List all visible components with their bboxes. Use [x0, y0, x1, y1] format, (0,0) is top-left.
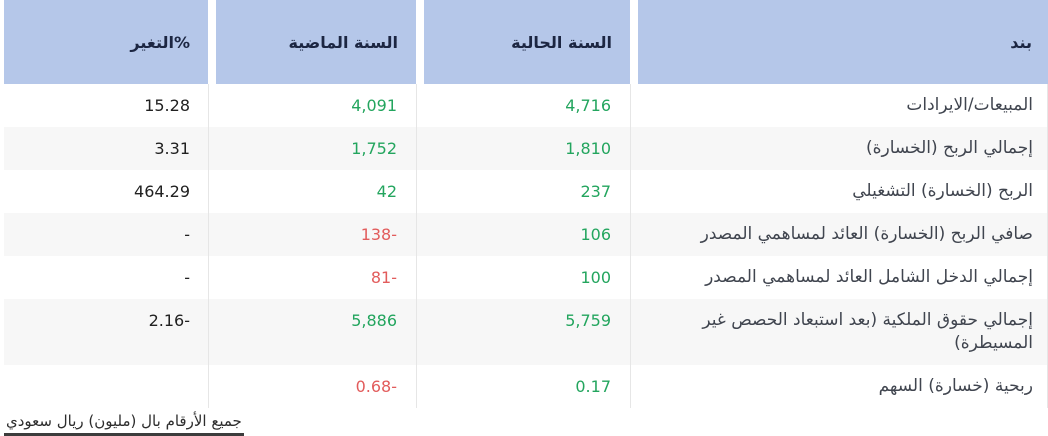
financial-summary-table: بند السنة الحالية السنة الماضية التغير% …	[4, 0, 1048, 408]
item-cell: إجمالي الدخل الشامل العائد لمساهمي المصد…	[630, 256, 1048, 299]
current-year-cell: 5,759	[416, 299, 630, 365]
current-year-cell: 4,716	[416, 84, 630, 127]
units-note: جميع الأرقام بال (مليون) ريال سعودي	[4, 408, 1048, 436]
current-year-cell: 1,810	[416, 127, 630, 170]
item-cell: الربح (الخسارة) التشغيلي	[630, 170, 1048, 213]
previous-year-cell: 138-	[208, 213, 416, 256]
previous-year-cell: 0.68-	[208, 365, 416, 408]
item-cell: إجمالي حقوق الملكية (بعد استبعاد الحصص غ…	[630, 299, 1048, 365]
item-cell: إجمالي الربح (الخسارة)	[630, 127, 1048, 170]
previous-year-cell: 81-	[208, 256, 416, 299]
change-cell: 464.29	[134, 182, 190, 201]
previous-year-cell: 1,752	[208, 127, 416, 170]
current-year-cell: 0.17	[416, 365, 630, 408]
table-row: إجمالي الدخل الشامل العائد لمساهمي المصد…	[4, 256, 1048, 299]
units-note-text: جميع الأرقام بال (مليون) ريال سعودي	[4, 412, 244, 436]
item-cell: صافي الربح (الخسارة) العائد لمساهمي المص…	[630, 213, 1048, 256]
table-row: الربح (الخسارة) التشغيلي 237 42 464.29	[4, 170, 1048, 213]
financial-summary-page: بند السنة الحالية السنة الماضية التغير% …	[4, 0, 1048, 436]
current-year-cell: 106	[416, 213, 630, 256]
table-row: صافي الربح (الخسارة) العائد لمساهمي المص…	[4, 213, 1048, 256]
table-row: المبيعات/الايرادات 4,716 4,091 15.28	[4, 84, 1048, 127]
current-year-cell: 100	[416, 256, 630, 299]
table-row: ربحية (خسارة) السهم 0.17 0.68-	[4, 365, 1048, 408]
column-header-current-year: السنة الحالية	[416, 0, 630, 84]
item-cell: المبيعات/الايرادات	[630, 84, 1048, 127]
previous-year-cell: 4,091	[208, 84, 416, 127]
column-header-change-pct: التغير%	[4, 0, 208, 84]
previous-year-cell: 5,886	[208, 299, 416, 365]
table-row: إجمالي الربح (الخسارة) 1,810 1,752 3.31	[4, 127, 1048, 170]
change-cell: -	[184, 225, 190, 244]
change-cell	[4, 365, 208, 408]
previous-year-cell: 42	[208, 170, 416, 213]
table-header: بند السنة الحالية السنة الماضية التغير%	[4, 0, 1048, 84]
change-cell: 15.28	[144, 96, 190, 115]
change-cell: 3.31	[154, 139, 190, 158]
item-cell: ربحية (خسارة) السهم	[630, 365, 1048, 408]
table-body: المبيعات/الايرادات 4,716 4,091 15.28 إجمالي …	[4, 84, 1048, 408]
column-header-item: بند	[630, 0, 1048, 84]
column-header-previous-year: السنة الماضية	[208, 0, 416, 84]
change-cell: 2.16-	[148, 311, 190, 330]
table-row: إجمالي حقوق الملكية (بعد استبعاد الحصص غ…	[4, 299, 1048, 365]
change-cell: -	[184, 268, 190, 287]
current-year-cell: 237	[416, 170, 630, 213]
header-row: بند السنة الحالية السنة الماضية التغير%	[4, 0, 1048, 84]
